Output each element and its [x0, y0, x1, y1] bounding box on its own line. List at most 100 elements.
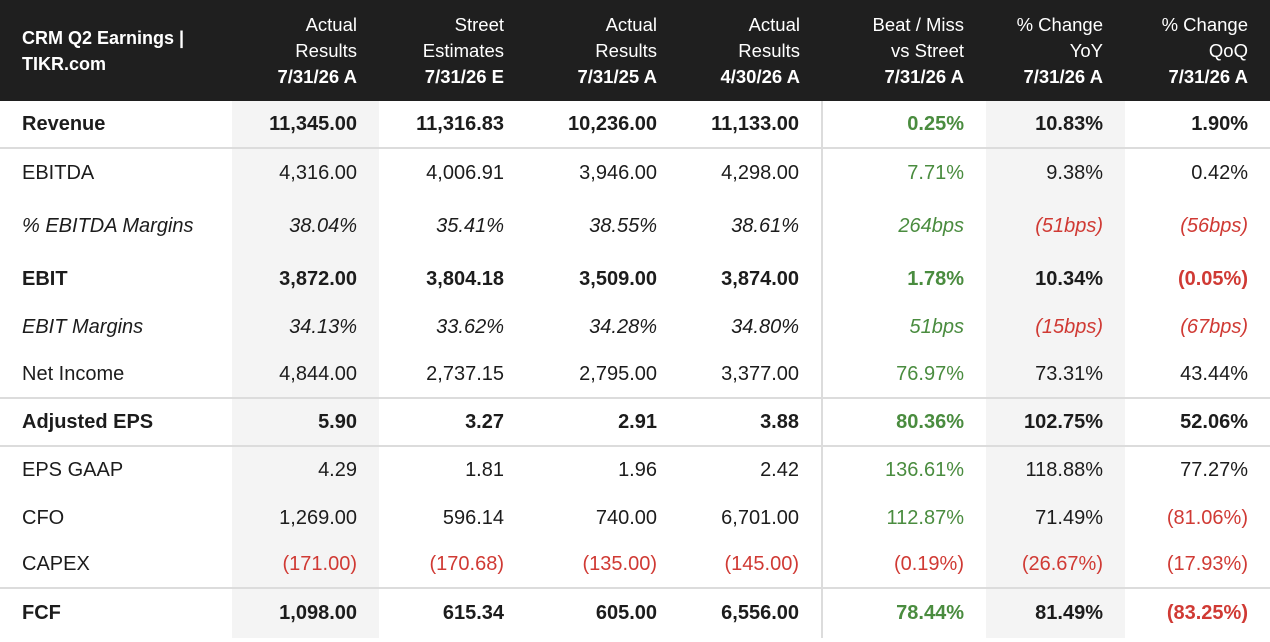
- table-cell: 6,556.00: [679, 587, 823, 638]
- table-cell: 10,236.00: [568, 112, 657, 135]
- table-cell: 1.90%: [1191, 112, 1248, 135]
- table-cell: (0.05%): [1177, 268, 1248, 290]
- row-ebitda-margins: % EBITDA Margins 38.04% 35.41% 38.55% 38…: [0, 197, 1270, 255]
- table-cell: 52.06%: [1125, 397, 1270, 446]
- table-cell: 112.87%: [886, 506, 964, 529]
- header-date: 7/31/25 A: [577, 65, 657, 87]
- table-cell: 118.88%: [986, 445, 1125, 494]
- header-line: Actual: [748, 13, 800, 35]
- row-revenue: Revenue 11,345.00 11,316.83 10,236.00 11…: [0, 101, 1270, 148]
- table-cell: 264bps: [898, 214, 964, 237]
- header-actual-results-q2-25: Actual Results 7/31/25 A: [526, 0, 679, 101]
- row-cfo: CFO 1,269.00 596.14 740.00 6,701.00 112.…: [0, 494, 1270, 542]
- table-cell: 0.25%: [907, 112, 964, 135]
- table-cell: (81.06%): [1166, 506, 1248, 529]
- table-cell: 11,133.00: [679, 101, 823, 148]
- table-cell: (171.00): [232, 542, 379, 588]
- table-cell: 3,872.00: [232, 255, 379, 304]
- table-cell: 80.36%: [822, 397, 986, 446]
- table-cell: 605.00: [526, 587, 679, 638]
- row-ebit-margins: EBIT Margins 34.13% 33.62% 34.28% 34.80%…: [0, 304, 1270, 351]
- table-cell: 2,795.00: [579, 362, 657, 385]
- table-cell: 78.44%: [822, 587, 986, 638]
- table-cell: 0.42%: [1125, 147, 1270, 197]
- table-cell: 33.62%: [436, 316, 504, 338]
- table-cell: (67bps): [1180, 316, 1248, 338]
- table-cell: (145.00): [679, 542, 823, 588]
- table-cell: 43.44%: [1180, 362, 1248, 385]
- table-cell: 4,298.00: [679, 147, 823, 197]
- header-line: Actual: [605, 13, 657, 35]
- table-cell: 71.49%: [986, 494, 1125, 542]
- table-cell: 76.97%: [896, 362, 964, 385]
- header-line: YoY: [1069, 39, 1103, 61]
- table-cell: (51bps): [986, 197, 1125, 255]
- table-cell: (170.68): [429, 553, 505, 575]
- header-beat-miss: Beat / Miss vs Street 7/31/26 A: [822, 0, 986, 101]
- table-cell: 11,345.00: [232, 101, 379, 148]
- row-label: CAPEX: [22, 553, 90, 575]
- row-ebit: EBIT 3,872.00 3,804.18 3,509.00 3,874.00…: [0, 255, 1270, 304]
- header-date: 7/31/26 A: [884, 65, 964, 87]
- table-cell: 1.81: [379, 445, 526, 494]
- table-cell: (83.25%): [1125, 587, 1270, 638]
- header-line: % Change: [1161, 13, 1248, 35]
- header-line: Beat / Miss: [872, 13, 965, 35]
- table-cell: (56bps): [1180, 214, 1248, 237]
- header-line: QoQ: [1208, 39, 1248, 61]
- table-cell: 1,269.00: [232, 494, 379, 542]
- row-label: Revenue: [22, 112, 106, 135]
- row-label: % EBITDA Margins: [22, 215, 194, 237]
- header-line: Results: [738, 39, 800, 61]
- table-cell: 10.83%: [986, 101, 1125, 148]
- table-cell: 38.61%: [679, 197, 823, 255]
- table-cell: 1,098.00: [232, 587, 379, 638]
- header-change-qoq: % Change QoQ 7/31/26 A: [1125, 0, 1270, 101]
- table-cell: 34.80%: [679, 304, 823, 351]
- row-eps-gaap: EPS GAAP 4.29 1.81 1.96 2.42 136.61% 118…: [0, 445, 1270, 494]
- table-cell: 4,316.00: [232, 147, 379, 197]
- table-cell: 3.27: [379, 397, 526, 446]
- header-actual-results-q1-26: Actual Results 4/30/26 A: [679, 0, 822, 101]
- row-label: Net Income: [22, 362, 125, 385]
- table-cell: 9.38%: [986, 147, 1125, 197]
- header-line: Results: [595, 39, 657, 61]
- table-title: CRM Q2 Earnings | TIKR.com: [22, 27, 185, 74]
- table-cell: 740.00: [595, 506, 657, 529]
- table-cell: 10.34%: [986, 255, 1125, 304]
- row-ebitda: EBITDA 4,316.00 4,006.91 3,946.00 4,298.…: [0, 147, 1270, 197]
- table-cell: (0.19%): [893, 553, 964, 575]
- table-cell: 3,377.00: [679, 351, 823, 398]
- header-line: Street: [454, 13, 504, 35]
- table-cell: 38.55%: [589, 214, 657, 237]
- table-cell: 2.42: [679, 445, 823, 494]
- header-date: 7/31/26 E: [424, 65, 504, 87]
- header-actual-results-q2-26: Actual Results 7/31/26 A: [232, 0, 379, 101]
- table-cell: 51bps: [909, 316, 965, 338]
- table-cell: 4.29: [232, 445, 379, 494]
- table-cell: 34.13%: [232, 304, 379, 351]
- row-label: EPS GAAP: [0, 445, 232, 494]
- table-cell: 7.71%: [822, 147, 986, 197]
- row-label: Adjusted EPS: [0, 397, 232, 446]
- table-cell: 3,804.18: [426, 268, 504, 290]
- header-date: 7/31/26 A: [1023, 65, 1103, 87]
- table-cell: 3,874.00: [679, 255, 823, 304]
- table-cell: (15bps): [986, 304, 1125, 351]
- table-cell: 615.34: [379, 587, 526, 638]
- table-cell: (26.67%): [986, 542, 1125, 588]
- table-cell: 11,316.83: [416, 112, 504, 135]
- table-cell: 3,509.00: [579, 268, 657, 290]
- table-cell: 38.04%: [232, 197, 379, 255]
- table-cell: 2,737.15: [426, 362, 504, 385]
- row-label: EBIT: [22, 268, 68, 290]
- header-date: 7/31/26 A: [1168, 65, 1248, 87]
- header-change-yoy: % Change YoY 7/31/26 A: [986, 0, 1125, 101]
- header-line: Results: [295, 39, 357, 61]
- header-row: CRM Q2 Earnings | TIKR.com Actual Result…: [0, 0, 1270, 101]
- header-date: 7/31/26 A: [277, 65, 357, 87]
- table-cell: 596.14: [442, 506, 504, 529]
- table-cell: 81.49%: [986, 587, 1125, 638]
- header-line: % Change: [1016, 13, 1103, 35]
